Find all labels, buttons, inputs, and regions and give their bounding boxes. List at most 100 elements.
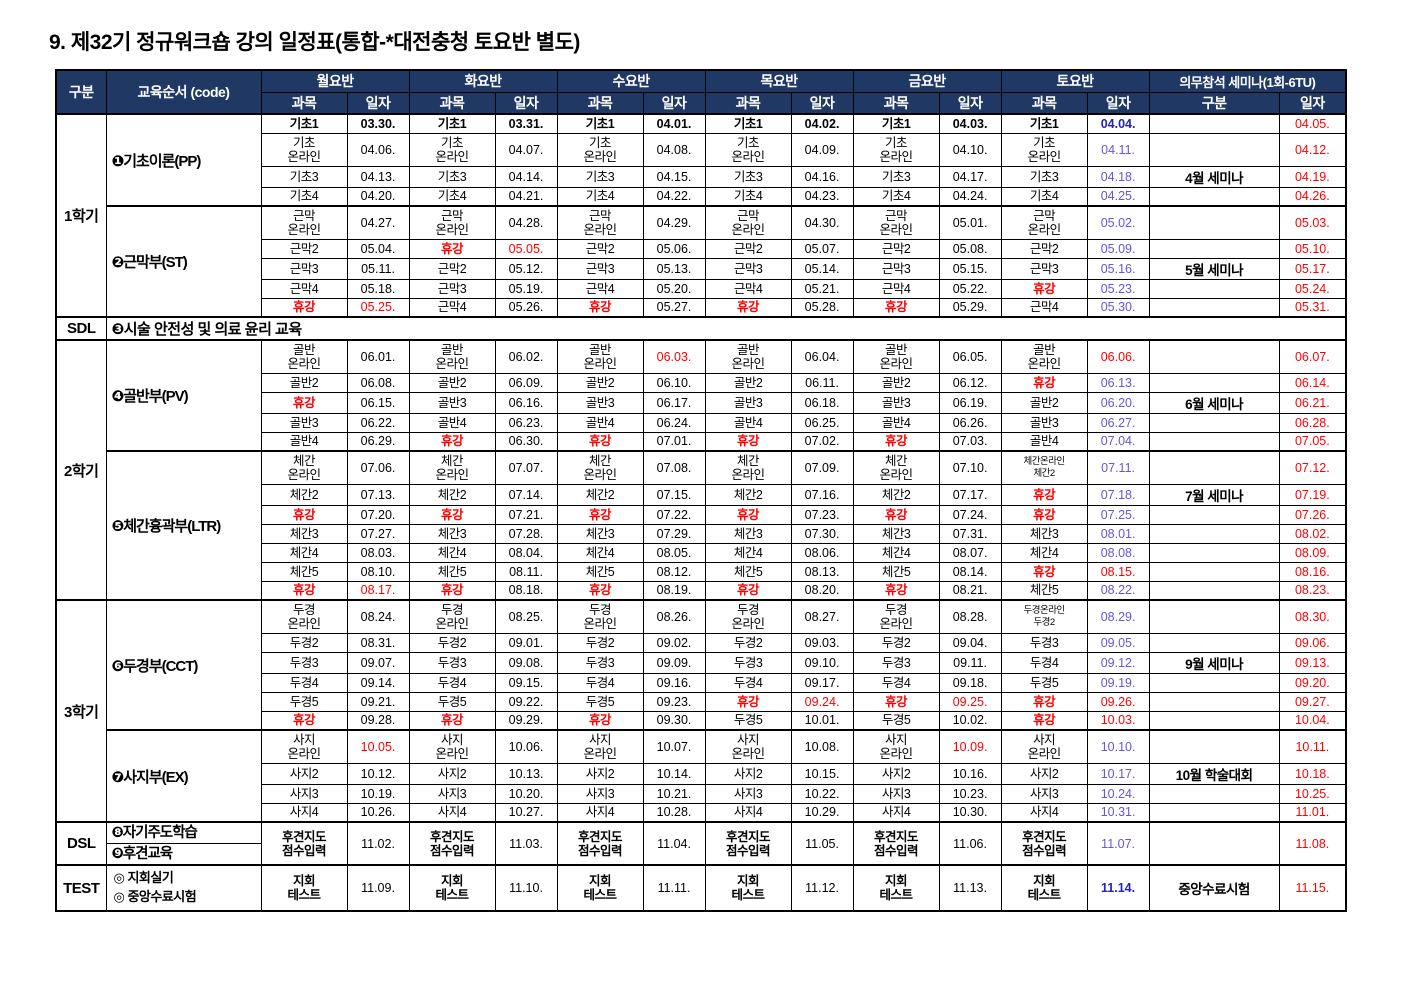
- date-cell: 09.28.: [346, 710, 410, 731]
- seminar-label-cell: [1148, 580, 1280, 601]
- subject-cell: 휴강: [408, 504, 496, 525]
- header-day-fri: 금요반: [852, 69, 1002, 93]
- subject-cell: 두경4: [408, 672, 496, 693]
- schedule-row: 기초4 04.20. 기초4 04.21. 기초4 04.22. 기초4 04.23. 기초4 0…: [56, 186, 1347, 207]
- seminar-label-cell: [1148, 113, 1280, 134]
- subject-cell: 두경 온라인: [260, 599, 348, 634]
- date-cell: 10.06.: [494, 729, 558, 764]
- header-day-tue: 화요반: [408, 69, 558, 93]
- date-cell: 07.28.: [494, 523, 558, 544]
- date-cell: 07.29.: [642, 523, 706, 544]
- date-cell: 04.07.: [494, 132, 558, 167]
- subject-cell: 두경4: [556, 672, 644, 693]
- date-cell: 08.27.: [790, 599, 854, 634]
- date-cell: 08.11.: [494, 561, 558, 582]
- subject-cell: 후견지도 점수입력: [556, 821, 644, 866]
- date-cell: 07.20.: [346, 504, 410, 525]
- date-cell: 07.15.: [642, 483, 706, 506]
- subject-cell: 기초1: [408, 113, 496, 134]
- date-cell: 05.23.: [1086, 278, 1150, 299]
- subject-cell: 골반 온라인: [852, 339, 940, 374]
- course-label-cell: ❹골반부(PV): [105, 339, 262, 452]
- date-cell: 10.16.: [938, 762, 1002, 785]
- date-cell: 04.06.: [346, 132, 410, 167]
- date-cell: 09.25.: [938, 691, 1002, 712]
- seminar-label-cell: [1148, 691, 1280, 712]
- date-cell: 04.27.: [346, 205, 410, 240]
- date-cell: 05.15.: [938, 257, 1002, 280]
- date-cell: 08.21.: [938, 580, 1002, 601]
- subject-cell: 기초 온라인: [1000, 132, 1088, 167]
- seminar-date-cell: 07.26.: [1278, 504, 1347, 525]
- subject-cell: 휴강: [1000, 278, 1088, 299]
- seminar-date-cell: 06.14.: [1278, 372, 1347, 393]
- subject-cell: 휴강: [556, 431, 644, 452]
- date-cell: 09.30.: [642, 710, 706, 731]
- seminar-date-cell: 09.13.: [1278, 651, 1347, 674]
- subject-cell: 휴강: [704, 580, 792, 601]
- subject-cell: 사지3: [408, 783, 496, 804]
- seminar-date-cell: 10.11.: [1278, 729, 1347, 764]
- subheader-subject: 과목: [556, 91, 644, 115]
- date-cell: 04.14.: [494, 165, 558, 188]
- date-cell: 10.03.: [1086, 710, 1150, 731]
- seminar-date-cell: 04.26.: [1278, 186, 1347, 207]
- date-cell: 09.11.: [938, 651, 1002, 674]
- subject-cell: 휴강: [260, 504, 348, 525]
- subject-cell: 지회 테스트: [704, 864, 792, 912]
- schedule-row: 두경3 09.07. 두경3 09.08. 두경3 09.09. 두경3 09.10. 두경3 0…: [56, 651, 1347, 674]
- subject-cell: 체간 온라인: [556, 450, 644, 485]
- subject-cell: 체간4: [260, 542, 348, 563]
- date-cell: 06.11.: [790, 372, 854, 393]
- course-label: ◎ 중앙수료시험: [113, 889, 197, 904]
- subject-cell: 두경3: [260, 651, 348, 674]
- date-cell: 09.14.: [346, 672, 410, 693]
- date-cell: 07.18.: [1086, 483, 1150, 506]
- date-cell: 11.05.: [790, 821, 854, 866]
- subject-cell: 지회 테스트: [852, 864, 940, 912]
- date-cell: 05.05.: [494, 238, 558, 259]
- seminar-label-cell: [1148, 186, 1280, 207]
- subject-cell: 두경 온라인: [704, 599, 792, 634]
- seminar-label-cell: 6월 세미나: [1148, 391, 1280, 414]
- schedule-row: 체간4 08.03. 체간4 08.04. 체간4 08.05. 체간4 08.06. 체간4 0…: [56, 542, 1347, 563]
- date-cell: 11.03.: [494, 821, 558, 866]
- date-cell: 10.31.: [1086, 802, 1150, 823]
- schedule-row: DSL ❽자기주도학습 ❾후견교육 후견지도 점수입력 11.02. 후견지도 점수입력 1…: [55, 821, 1347, 866]
- seminar-date-cell: 08.02.: [1278, 523, 1347, 544]
- seminar-date-cell: 05.24.: [1278, 278, 1347, 299]
- subject-cell: 휴강: [556, 504, 644, 525]
- course-label: ◎ 지회실기: [113, 870, 174, 886]
- date-cell: 09.22.: [494, 691, 558, 712]
- date-cell: 05.04.: [346, 238, 410, 259]
- subject-cell: 기초3: [1000, 165, 1088, 188]
- seminar-date-cell: 04.12.: [1278, 132, 1347, 167]
- date-cell: 08.15.: [1086, 561, 1150, 582]
- subject-cell: 두경4: [852, 672, 940, 693]
- schedule-row: 두경4 09.14. 두경4 09.15. 두경4 09.16. 두경4 09.17. 두경4 0…: [56, 672, 1347, 693]
- date-cell: 08.07.: [938, 542, 1002, 563]
- date-cell: 08.04.: [494, 542, 558, 563]
- subject-cell: 근막 온라인: [852, 205, 940, 240]
- subject-cell: 두경2: [556, 632, 644, 653]
- schedule-row: 2학기 ❹골반부(PV) 골반 온라인 06.01. 골반 온라인 06.02. 골반 온라…: [55, 339, 1347, 601]
- date-cell: 10.29.: [790, 802, 854, 823]
- subject-cell: 두경 온라인: [556, 599, 644, 634]
- date-cell: 07.17.: [938, 483, 1002, 506]
- date-cell: 10.13.: [494, 762, 558, 785]
- subject-cell: 기초 온라인: [556, 132, 644, 167]
- semester-group-cell: 1학기: [55, 113, 107, 318]
- subheader-subject: 과목: [408, 91, 496, 115]
- seminar-label-cell: [1148, 431, 1280, 452]
- date-cell: 04.10.: [938, 132, 1002, 167]
- date-cell: 09.03.: [790, 632, 854, 653]
- subject-cell: 근막2: [408, 257, 496, 280]
- schedule-row: ❷근막부(ST) 근막 온라인 04.27. 근막 온라인 04.28. 근막 온라인 04…: [56, 205, 1347, 318]
- subject-cell: 지회 테스트: [1000, 864, 1088, 912]
- subject-cell: 기초4: [408, 186, 496, 207]
- date-cell: 06.06.: [1086, 339, 1150, 374]
- header-day-mon: 월요반: [260, 69, 410, 93]
- subject-cell: 두경2: [852, 632, 940, 653]
- seminar-date-cell: 07.12.: [1278, 450, 1347, 485]
- subheader-subject: 과목: [852, 91, 940, 115]
